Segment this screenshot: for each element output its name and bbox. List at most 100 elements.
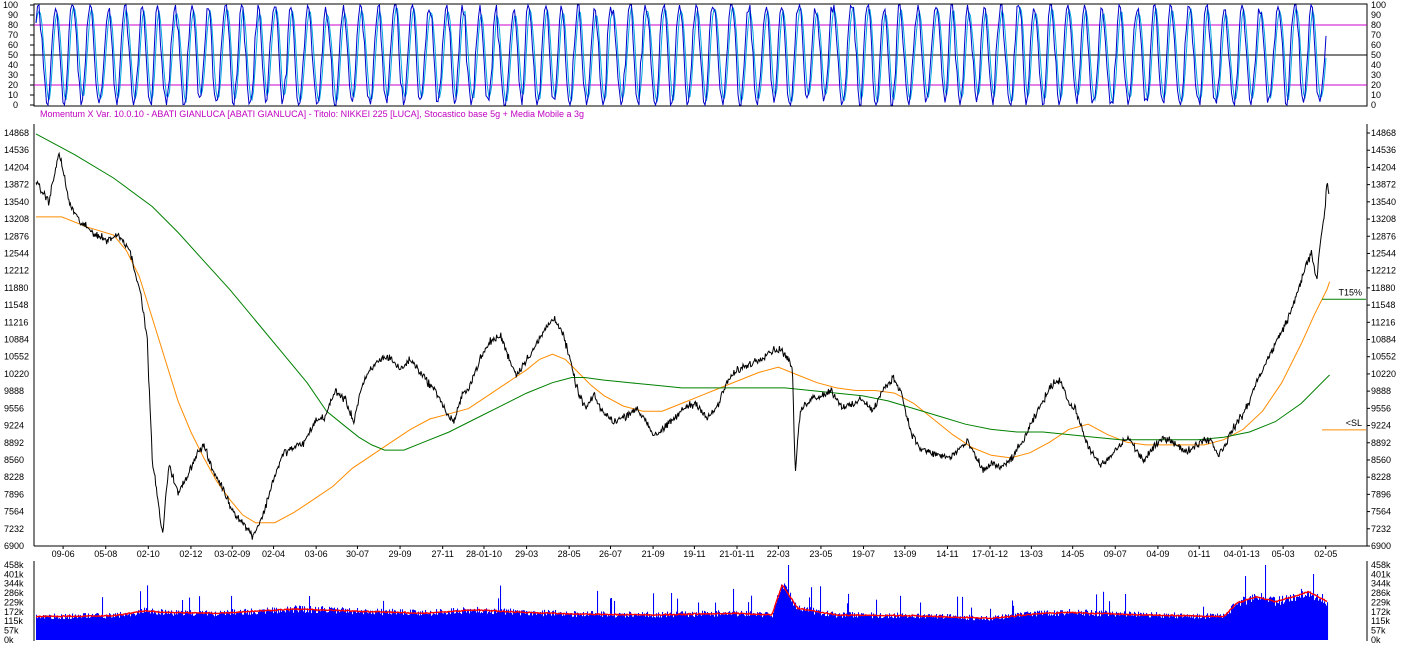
volume-bar xyxy=(781,584,783,640)
volume-bar xyxy=(1297,596,1299,640)
volume-bar xyxy=(1305,595,1307,640)
volume-bar xyxy=(270,610,272,640)
volume-bar xyxy=(427,613,429,640)
volume-bar xyxy=(502,611,504,640)
volume-bar xyxy=(207,615,209,640)
volume-bar xyxy=(344,610,346,640)
volume-bar xyxy=(355,611,357,640)
volume-bar xyxy=(704,610,706,640)
volume-bar xyxy=(1205,618,1207,640)
volume-bar xyxy=(814,614,816,640)
stochastic-tick-label: 100 xyxy=(1371,0,1386,10)
volume-bar xyxy=(179,612,181,640)
volume-bar xyxy=(160,614,162,640)
volume-bar xyxy=(1296,597,1298,640)
volume-bar xyxy=(1243,596,1245,640)
volume-bar xyxy=(728,612,730,640)
volume-bar xyxy=(1162,614,1164,640)
price-tick-label: 8892 xyxy=(1371,438,1391,448)
volume-bar xyxy=(1321,601,1323,640)
price-tick-label: 7564 xyxy=(4,507,24,517)
date-tick-label: 23-05 xyxy=(809,549,832,559)
volume-bar xyxy=(837,616,839,640)
volume-bar xyxy=(505,614,507,640)
volume-bar xyxy=(213,615,215,640)
volume-bar xyxy=(952,617,954,640)
volume-bar xyxy=(562,615,564,640)
volume-bar xyxy=(1107,612,1109,640)
volume-bar xyxy=(299,605,301,640)
volume-bar xyxy=(1035,611,1037,640)
volume-bar xyxy=(1140,612,1142,640)
volume-bar xyxy=(953,615,955,640)
volume-bar xyxy=(765,612,767,640)
stochastic-lines xyxy=(35,3,1327,107)
volume-bar xyxy=(1043,613,1045,640)
volume-bar xyxy=(783,588,785,640)
date-tick-label: 05-08 xyxy=(94,549,117,559)
volume-bar xyxy=(544,609,546,640)
volume-bar xyxy=(620,613,622,640)
volume-bar xyxy=(361,610,363,640)
date-tick-label: 22-03 xyxy=(767,549,790,559)
volume-bar xyxy=(1257,598,1259,640)
date-tick-label: 02-10 xyxy=(137,549,160,559)
volume-bar xyxy=(203,614,205,640)
volume-bar xyxy=(784,583,786,640)
volume-bar xyxy=(332,608,334,640)
volume-bar xyxy=(1252,594,1254,640)
volume-bar xyxy=(396,614,398,640)
volume-bar xyxy=(1000,618,1002,640)
volume-bar xyxy=(1028,612,1030,640)
volume-bar xyxy=(833,615,835,640)
volume-bar xyxy=(225,615,227,640)
volume-bar xyxy=(293,612,295,640)
volume-bar xyxy=(1053,614,1055,640)
volume-bar xyxy=(645,616,647,640)
volume-bar xyxy=(456,610,458,640)
volume-bar xyxy=(854,613,856,640)
volume-bar xyxy=(43,615,45,640)
volume-bar xyxy=(1302,591,1304,640)
volume-bar xyxy=(1312,594,1314,640)
volume-bar xyxy=(295,605,297,640)
volume-bar xyxy=(1007,618,1009,640)
volume-bar xyxy=(1019,616,1021,640)
volume-bar xyxy=(334,607,336,640)
date-tick-label: 21-09 xyxy=(642,549,665,559)
volume-bar xyxy=(444,612,446,640)
volume-bar xyxy=(286,608,288,640)
volume-bar xyxy=(107,615,109,640)
volume-bar xyxy=(1165,615,1167,640)
date-tick-label: 05-03 xyxy=(1272,549,1295,559)
volume-bar xyxy=(255,613,257,640)
volume-bar xyxy=(917,613,919,640)
volume-bar xyxy=(1183,617,1185,640)
volume-bar xyxy=(743,613,745,640)
volume-bar xyxy=(1039,610,1041,640)
volume-bar xyxy=(566,611,568,640)
volume-tick-label: 344k xyxy=(1371,579,1391,589)
volume-bar xyxy=(1040,613,1042,640)
volume-bar xyxy=(1099,610,1101,640)
date-tick-label: 19-07 xyxy=(852,549,875,559)
volume-bar xyxy=(979,619,981,640)
volume-bar xyxy=(136,614,138,640)
volume-bar xyxy=(514,611,516,640)
price-tick-label: 14536 xyxy=(4,145,29,155)
volume-bar xyxy=(524,610,526,640)
volume-bar xyxy=(722,613,724,640)
volume-bar xyxy=(990,608,992,640)
volume-bar xyxy=(678,614,680,640)
volume-bar xyxy=(409,614,411,640)
volume-bar xyxy=(191,614,193,640)
volume-bar xyxy=(85,613,87,640)
volume-bar xyxy=(874,615,876,640)
volume-bar xyxy=(1176,616,1178,640)
volume-bar xyxy=(294,606,296,640)
volume-bar xyxy=(764,613,766,640)
volume-bar xyxy=(635,614,637,640)
volume-bar xyxy=(622,613,624,640)
price-tick-label: 10552 xyxy=(4,352,29,362)
